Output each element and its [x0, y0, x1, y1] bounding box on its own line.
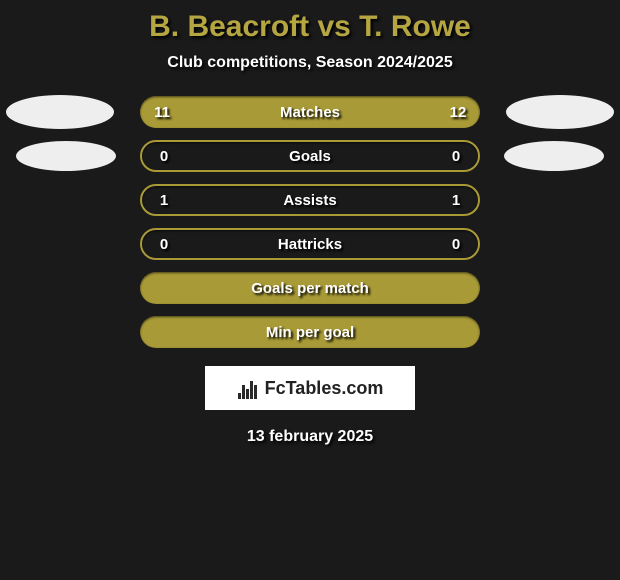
stat-row-goals-per-match: Goals per match — [0, 272, 620, 304]
stat-left-value: 0 — [154, 236, 174, 253]
stat-left-value: 1 — [154, 192, 174, 209]
player-left-silhouette — [16, 141, 116, 171]
stat-bar: 0 Hattricks 0 — [140, 228, 480, 260]
comparison-card: B. Beacroft vs T. Rowe Club competitions… — [0, 0, 620, 446]
stat-label: Hattricks — [174, 236, 446, 253]
stat-bar: Goals per match — [140, 272, 480, 304]
stat-right-value: 12 — [448, 104, 468, 121]
stat-label: Goals — [174, 148, 446, 165]
player-right-silhouette — [504, 141, 604, 171]
stat-row-assists: 1 Assists 1 — [0, 184, 620, 216]
stat-label: Min per goal — [172, 324, 448, 341]
stat-bar: 11 Matches 12 — [140, 96, 480, 128]
date-label: 13 february 2025 — [247, 428, 373, 446]
stat-row-min-per-goal: Min per goal — [0, 316, 620, 348]
player-right-silhouette — [506, 95, 614, 129]
stat-bar: 1 Assists 1 — [140, 184, 480, 216]
stats-area: 11 Matches 12 0 Goals 0 1 — [0, 96, 620, 348]
stat-row-matches: 11 Matches 12 — [0, 96, 620, 128]
player-left-silhouette — [6, 95, 114, 129]
page-title: B. Beacroft vs T. Rowe — [149, 10, 471, 44]
subtitle: Club competitions, Season 2024/2025 — [167, 54, 452, 72]
fctables-label: FcTables.com — [265, 378, 384, 399]
stat-left-value: 11 — [152, 104, 172, 121]
stat-right-value: 1 — [446, 192, 466, 209]
stat-label: Assists — [174, 192, 446, 209]
stat-row-hattricks: 0 Hattricks 0 — [0, 228, 620, 260]
stat-label: Matches — [172, 104, 448, 121]
fctables-badge[interactable]: FcTables.com — [205, 366, 415, 410]
stat-row-goals: 0 Goals 0 — [0, 140, 620, 172]
stat-right-value: 0 — [446, 148, 466, 165]
stat-bar: Min per goal — [140, 316, 480, 348]
bar-chart-icon — [237, 377, 259, 399]
stat-bar: 0 Goals 0 — [140, 140, 480, 172]
stat-right-value: 0 — [446, 236, 466, 253]
stat-left-value: 0 — [154, 148, 174, 165]
stat-label: Goals per match — [172, 280, 448, 297]
